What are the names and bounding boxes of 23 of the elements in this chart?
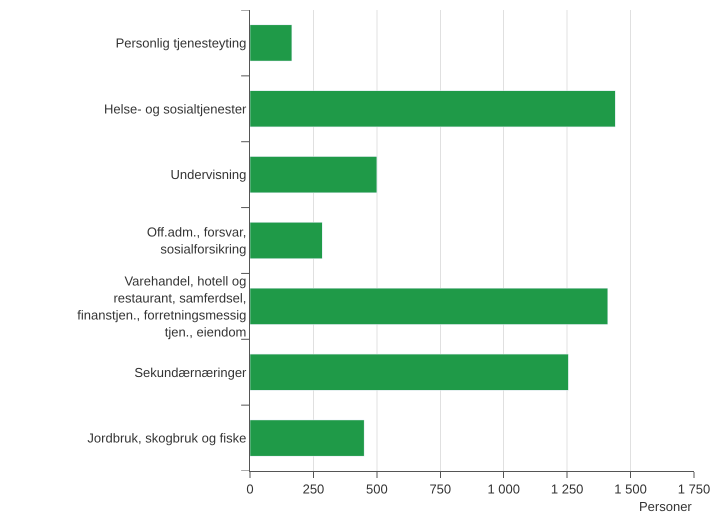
x-tick-label: 1 250 [550,482,584,497]
x-tick-label: 1 750 [678,482,710,497]
bar [250,288,608,325]
bar [250,354,569,391]
x-tick-label: 250 [302,482,324,497]
x-tick-label: 500 [366,482,388,497]
bar [250,156,378,193]
y-tick-label: Varehandel, hotell og restaurant, samferdsel, finanstjen., forretningsmessig tjen., eiendom [77,274,246,340]
x-tick-label: 750 [429,482,452,497]
bar [250,420,364,456]
bar [250,90,616,128]
y-tick-label: Personlig tjenesteyting [116,35,246,50]
x-tick-label: 1 500 [614,482,647,497]
bar [250,24,292,62]
y-tick-label: Undervisning [170,167,246,182]
x-tick-label: 0 [246,482,254,497]
x-tick-label: 1 000 [487,482,520,497]
y-tick-label: Off.adm., forsvar, sosialforsikring [146,224,246,256]
y-tick-label: Sekundærnæringer [134,364,248,380]
x-axis-title: Personer [639,499,692,514]
bar [250,222,323,259]
y-tick-label: Jordbruk, skogbruk og fiske [87,430,246,446]
y-tick-label: Helse- og sosialtjenester [104,101,248,116]
